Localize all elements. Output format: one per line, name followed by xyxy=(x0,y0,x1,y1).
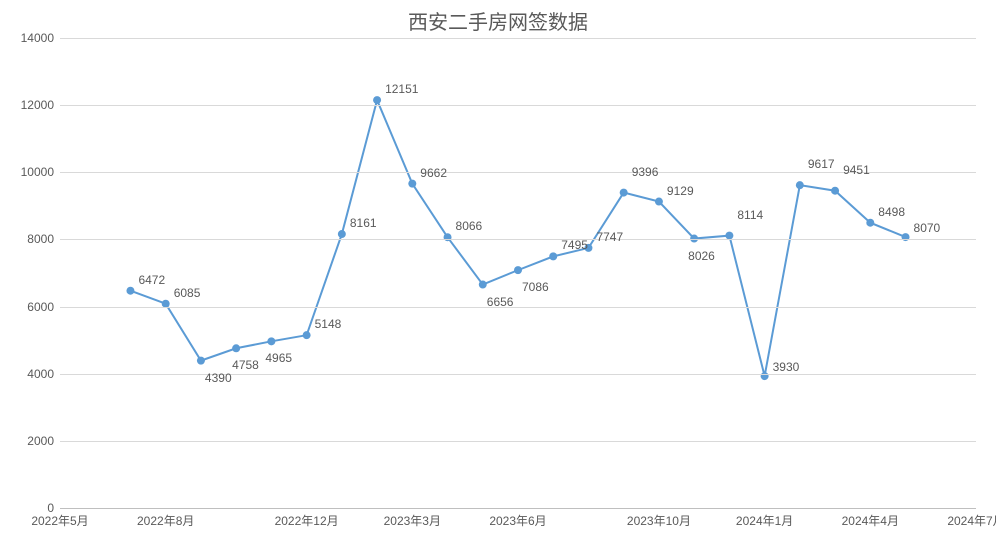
y-tick-label: 14000 xyxy=(21,31,60,45)
data-label: 7747 xyxy=(596,230,623,244)
data-label: 4758 xyxy=(232,358,259,372)
data-label: 8026 xyxy=(688,249,715,263)
y-tick-label: 10000 xyxy=(21,165,60,179)
data-label: 9617 xyxy=(808,157,835,171)
gridline xyxy=(60,441,976,442)
x-tick-label: 2023年6月 xyxy=(489,508,546,529)
data-label: 9662 xyxy=(420,166,447,180)
x-tick-label: 2022年12月 xyxy=(275,508,339,529)
gridline xyxy=(60,239,976,240)
data-point xyxy=(267,337,275,345)
y-tick-label: 12000 xyxy=(21,98,60,112)
data-point xyxy=(126,287,134,295)
y-tick-label: 8000 xyxy=(27,232,60,246)
y-tick-label: 6000 xyxy=(27,300,60,314)
x-tick-label: 2023年3月 xyxy=(384,508,441,529)
data-label: 3930 xyxy=(773,360,800,374)
data-point xyxy=(514,266,522,274)
data-label: 8161 xyxy=(350,216,377,230)
gridline xyxy=(60,307,976,308)
data-label: 5148 xyxy=(315,317,342,331)
data-label: 9451 xyxy=(843,163,870,177)
data-label: 7495 xyxy=(561,238,588,252)
data-label: 6085 xyxy=(174,286,201,300)
x-tick-label: 2022年8月 xyxy=(137,508,194,529)
data-point xyxy=(725,232,733,240)
gridline xyxy=(60,172,976,173)
data-point xyxy=(620,189,628,197)
data-point xyxy=(408,180,416,188)
data-point xyxy=(232,344,240,352)
data-point xyxy=(338,230,346,238)
chart-container: 西安二手房网签数据 020004000600080001000012000140… xyxy=(0,0,996,539)
x-tick-label: 2024年1月 xyxy=(736,508,793,529)
chart-svg xyxy=(60,38,976,508)
y-tick-label: 2000 xyxy=(27,434,60,448)
data-point xyxy=(479,281,487,289)
data-point xyxy=(373,96,381,104)
data-label: 7086 xyxy=(522,280,549,294)
data-point xyxy=(831,187,839,195)
data-label: 8498 xyxy=(878,205,905,219)
data-point xyxy=(655,198,663,206)
data-label: 4390 xyxy=(205,371,232,385)
data-label: 8066 xyxy=(456,219,483,233)
data-label: 8114 xyxy=(737,208,763,222)
chart-title: 西安二手房网签数据 xyxy=(0,6,996,35)
data-point xyxy=(549,252,557,260)
data-label: 12151 xyxy=(385,82,418,96)
x-tick-label: 2023年10月 xyxy=(627,508,691,529)
data-label: 6472 xyxy=(138,273,165,287)
x-tick-label: 2022年5月 xyxy=(31,508,88,529)
gridline xyxy=(60,105,976,106)
data-label: 8070 xyxy=(914,221,941,235)
data-label: 9129 xyxy=(667,184,694,198)
data-label: 4965 xyxy=(265,351,292,365)
gridline xyxy=(60,374,976,375)
gridline xyxy=(60,38,976,39)
data-label: 6656 xyxy=(487,295,514,309)
data-point xyxy=(197,357,205,365)
y-tick-label: 4000 xyxy=(27,367,60,381)
data-point xyxy=(303,331,311,339)
data-label: 9396 xyxy=(632,165,659,179)
data-point xyxy=(796,181,804,189)
plot-area: 020004000600080001000012000140002022年5月2… xyxy=(60,38,976,509)
x-tick-label: 2024年7月 xyxy=(947,508,996,529)
data-point xyxy=(866,219,874,227)
x-tick-label: 2024年4月 xyxy=(842,508,899,529)
series-line xyxy=(130,100,905,376)
